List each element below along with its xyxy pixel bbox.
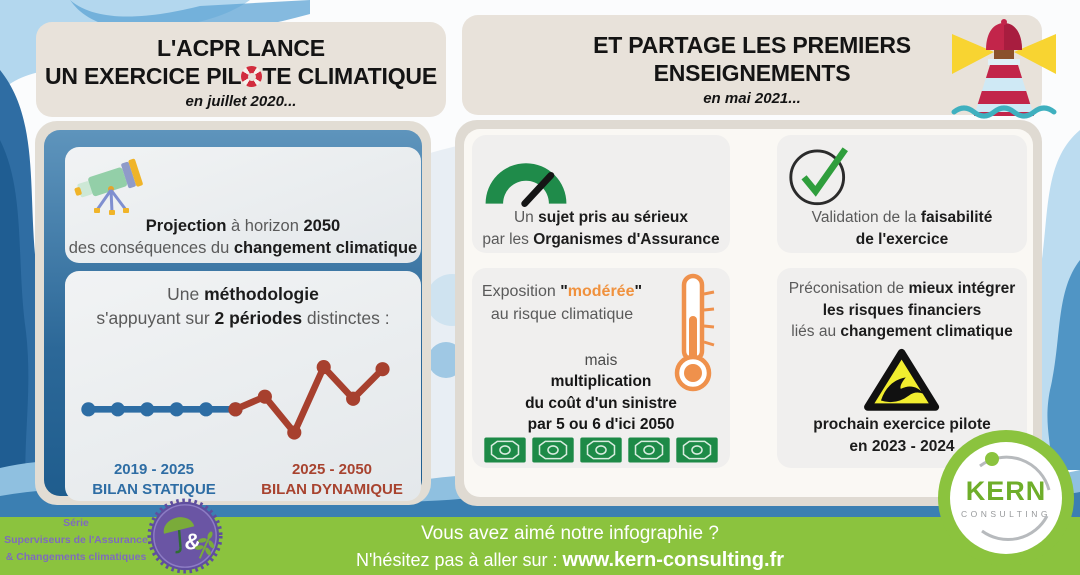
left-title-line2: UN EXERCICE PIL TE CLIMATIQUE: [45, 63, 437, 90]
projection-text: Projection à horizon 2050 des conséquenc…: [68, 217, 418, 258]
gauge-text: Un sujet pris au sérieux par les Organis…: [482, 209, 720, 248]
multiplication-text: mais multiplication du coût d'un sinistr…: [525, 352, 677, 434]
banknotes-row: [472, 437, 730, 463]
kern-subtitle: CONSULTING: [960, 508, 1052, 519]
method-chart: [81, 360, 390, 440]
left-panel-frame: Projection à horizon 2050 des conséquenc…: [35, 121, 431, 505]
lighthouse-icon: [951, 19, 1057, 119]
left-title-date: en juillet 2020...: [185, 93, 297, 111]
left-title-card: L'ACPR LANCE UN EXERCICE PIL TE CLIMATIQU…: [36, 22, 446, 117]
lifebuoy-icon: [241, 66, 263, 88]
legend-dynamic: 2025 - 2050 BILAN DYNAMIQUE: [261, 461, 403, 498]
footer-line2: N'hésitez pas à aller sur : www.kern-con…: [355, 548, 785, 571]
thermometer-icon: [674, 273, 715, 392]
banknote-icon: [532, 437, 574, 463]
website-link[interactable]: www.kern-consulting.fr: [562, 548, 785, 571]
right-title-card: ET PARTAGE LES PREMIERS ENSEIGNEMENTS en…: [462, 15, 1042, 115]
check-card: Validation de la faisabilité de l'exerci…: [777, 135, 1027, 253]
next-exercise-text: prochain exercice pilote en 2023 - 2024: [813, 416, 991, 455]
series-title: Série Superviseurs de l'Assurance & Chan…: [4, 517, 148, 563]
check-icon: [789, 147, 848, 206]
chart-legend: 2019 - 2025 BILAN STATIQUE 2025 - 2050 B…: [65, 460, 421, 499]
right-title-date: en mai 2021...: [703, 90, 801, 108]
banknote-icon: [484, 437, 526, 463]
telescope-icon: [74, 158, 143, 215]
exposure-card: Exposition "modérée" au risque climatiqu…: [472, 268, 730, 468]
series-badge: &: [146, 497, 224, 575]
banknote-icon: [580, 437, 622, 463]
right-title-line1: ET PARTAGE LES PREMIERS: [593, 32, 911, 58]
check-text: Validation de la faisabilité de l'exerci…: [811, 209, 993, 248]
kern-logo-inner: KERN CONSULTING: [950, 442, 1062, 554]
footer-line1: Vous avez aimé notre infographie ?: [421, 523, 719, 544]
gauge-card: Un sujet pris au sérieux par les Organis…: [472, 135, 730, 253]
projection-card: Projection à horizon 2050 des conséquenc…: [65, 147, 421, 263]
left-title-line1: L'ACPR LANCE: [157, 35, 325, 61]
advice-text: Préconisation de mieux intégrer les risq…: [788, 280, 1016, 341]
exposure-text: Exposition "modérée" au risque climatiqu…: [481, 283, 643, 324]
tsunami-warning-icon: [864, 348, 940, 411]
kern-wordmark: KERN: [965, 475, 1047, 506]
banknote-icon: [676, 437, 718, 463]
banknote-icon: [628, 437, 670, 463]
methodology-card: Une méthodologie s'appuyant sur 2 périod…: [65, 271, 421, 501]
right-title-line2: ENSEIGNEMENTS: [653, 60, 851, 87]
legend-static: 2019 - 2025 BILAN STATIQUE: [92, 461, 216, 498]
kern-logo: KERN CONSULTING: [938, 430, 1074, 566]
gauge-icon: [485, 163, 567, 207]
badge-seal-icon: &: [147, 498, 223, 574]
left-panel-blue-inset: Projection à horizon 2050 des conséquenc…: [44, 130, 422, 501]
umbrella-icon: [163, 517, 195, 554]
methodology-text: Une méthodologie s'appuyant sur 2 périod…: [96, 284, 390, 328]
orbit-icon: [979, 452, 1051, 542]
footer-text: Vous avez aimé notre infographie ? N'hés…: [330, 521, 810, 574]
laurel-icon: [194, 531, 215, 559]
